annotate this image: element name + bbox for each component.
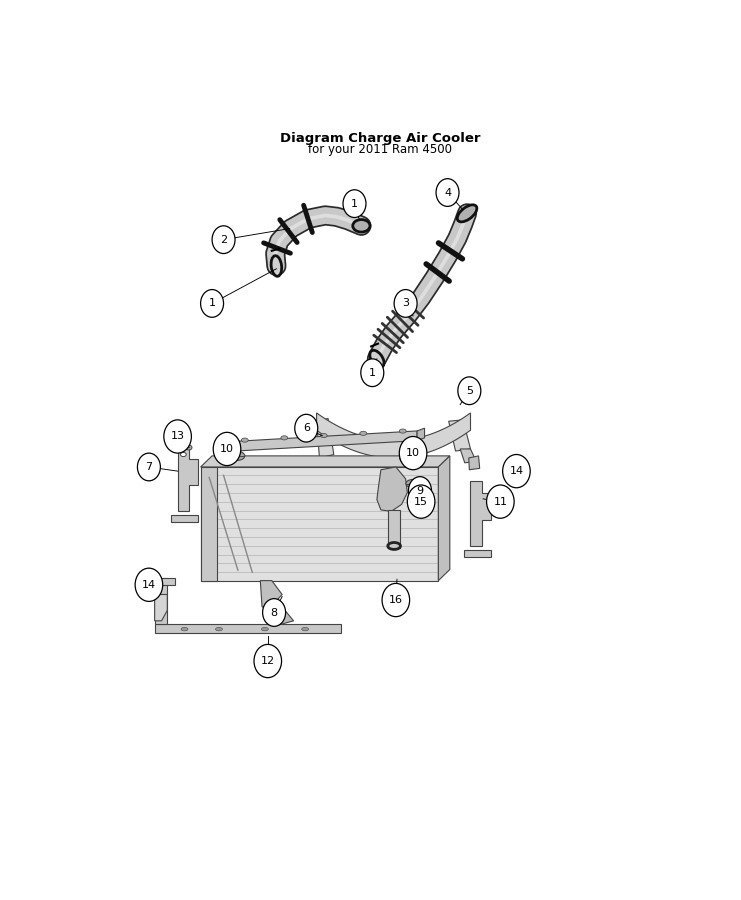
- Text: Diagram Charge Air Cooler: Diagram Charge Air Cooler: [279, 131, 480, 145]
- Polygon shape: [464, 550, 491, 557]
- Polygon shape: [147, 578, 175, 585]
- Text: 10: 10: [220, 444, 234, 454]
- Text: 14: 14: [142, 580, 156, 590]
- Text: 15: 15: [414, 497, 428, 507]
- Circle shape: [212, 226, 235, 254]
- Polygon shape: [448, 419, 471, 451]
- Circle shape: [361, 359, 384, 387]
- Text: 5: 5: [466, 386, 473, 396]
- Circle shape: [164, 419, 191, 453]
- Text: 14: 14: [509, 466, 523, 476]
- Polygon shape: [460, 449, 476, 463]
- Circle shape: [262, 598, 285, 626]
- Ellipse shape: [370, 350, 384, 367]
- Circle shape: [213, 432, 241, 465]
- Ellipse shape: [230, 452, 245, 461]
- Circle shape: [458, 377, 481, 405]
- Ellipse shape: [506, 465, 511, 474]
- Text: 12: 12: [261, 656, 275, 666]
- Ellipse shape: [181, 627, 188, 631]
- Polygon shape: [417, 428, 425, 441]
- Ellipse shape: [406, 480, 420, 488]
- Ellipse shape: [242, 438, 248, 442]
- Circle shape: [436, 179, 459, 206]
- Polygon shape: [170, 516, 199, 522]
- Circle shape: [399, 436, 427, 470]
- Circle shape: [382, 583, 410, 617]
- Text: for your 2011 Ram 4500: for your 2011 Ram 4500: [308, 142, 452, 156]
- Ellipse shape: [400, 454, 415, 464]
- Ellipse shape: [320, 434, 328, 437]
- Ellipse shape: [457, 205, 477, 222]
- Text: 2: 2: [220, 235, 227, 245]
- Text: 10: 10: [406, 448, 420, 458]
- Ellipse shape: [271, 256, 282, 276]
- Circle shape: [135, 568, 163, 601]
- Text: 8: 8: [270, 608, 278, 617]
- Text: 1: 1: [208, 299, 216, 309]
- Text: 16: 16: [389, 595, 403, 605]
- Polygon shape: [155, 625, 341, 634]
- Text: 1: 1: [369, 368, 376, 378]
- Polygon shape: [268, 607, 293, 625]
- Circle shape: [408, 485, 435, 518]
- Polygon shape: [201, 456, 450, 467]
- Polygon shape: [201, 467, 439, 580]
- Polygon shape: [201, 467, 216, 580]
- Polygon shape: [471, 481, 491, 546]
- Polygon shape: [388, 510, 400, 548]
- Polygon shape: [316, 418, 333, 458]
- Ellipse shape: [262, 627, 268, 631]
- Ellipse shape: [186, 446, 192, 450]
- Circle shape: [254, 644, 282, 678]
- Ellipse shape: [399, 429, 406, 433]
- Text: 11: 11: [494, 497, 508, 507]
- Polygon shape: [224, 431, 417, 452]
- Ellipse shape: [281, 436, 288, 440]
- Polygon shape: [377, 467, 408, 511]
- Ellipse shape: [302, 627, 308, 631]
- Circle shape: [201, 290, 224, 318]
- Polygon shape: [155, 578, 167, 625]
- Text: 7: 7: [145, 462, 153, 472]
- Polygon shape: [439, 456, 450, 580]
- Text: 9: 9: [416, 485, 424, 496]
- Polygon shape: [316, 413, 471, 458]
- Text: 3: 3: [402, 299, 409, 309]
- Circle shape: [487, 485, 514, 518]
- Ellipse shape: [181, 453, 186, 456]
- Polygon shape: [260, 580, 282, 607]
- Polygon shape: [178, 446, 199, 511]
- Text: 1: 1: [351, 199, 358, 209]
- Circle shape: [137, 453, 160, 481]
- Text: 6: 6: [303, 423, 310, 433]
- Ellipse shape: [353, 220, 370, 232]
- Ellipse shape: [360, 431, 367, 436]
- Circle shape: [502, 454, 531, 488]
- Circle shape: [343, 190, 366, 218]
- Circle shape: [408, 477, 431, 504]
- Circle shape: [295, 414, 318, 442]
- Text: 13: 13: [170, 431, 185, 442]
- Ellipse shape: [216, 627, 222, 631]
- Polygon shape: [469, 456, 479, 470]
- Circle shape: [394, 290, 417, 318]
- Text: 4: 4: [444, 187, 451, 197]
- Polygon shape: [155, 595, 167, 621]
